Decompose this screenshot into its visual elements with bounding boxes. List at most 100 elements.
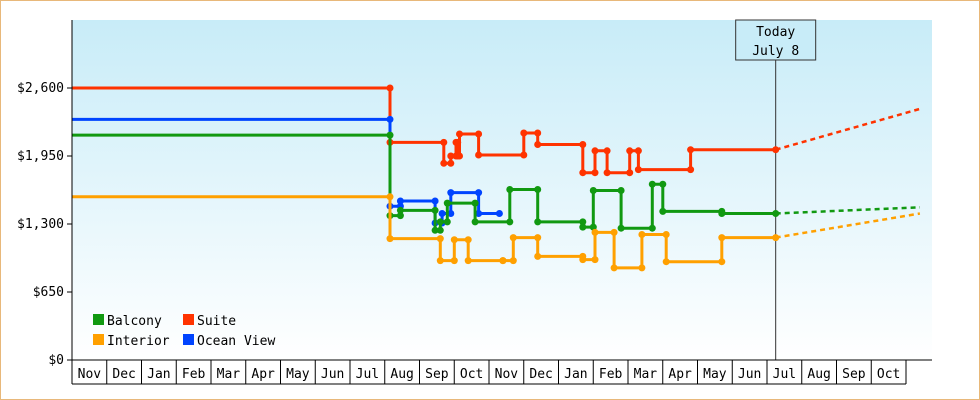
series-point xyxy=(464,257,472,265)
legend-swatch xyxy=(93,314,104,325)
x-tick-label: Jan xyxy=(147,367,170,382)
series-point xyxy=(610,264,618,272)
x-tick-label: Oct xyxy=(460,367,483,382)
series-point xyxy=(659,180,667,188)
series-point xyxy=(648,180,656,188)
x-tick-label: Dec xyxy=(529,367,552,382)
series-point xyxy=(579,141,587,148)
series-point xyxy=(603,147,611,155)
series-point xyxy=(591,256,599,264)
series-point xyxy=(589,223,597,231)
series-point xyxy=(436,235,444,243)
series-point xyxy=(386,235,394,243)
series-point xyxy=(475,189,483,197)
x-tick-label: Mar xyxy=(217,367,241,382)
today-marker: Today July 8 xyxy=(735,19,817,360)
series-point xyxy=(772,146,780,154)
series-point xyxy=(386,115,394,123)
x-tick-label: Nov xyxy=(495,367,519,382)
series-point xyxy=(450,257,458,265)
series-point xyxy=(436,218,444,226)
series-point xyxy=(456,152,463,160)
series-point xyxy=(438,210,446,217)
x-tick-label: Sep xyxy=(425,367,449,382)
legend-label: Ocean View xyxy=(197,334,275,349)
legend-label: Interior xyxy=(107,334,170,349)
series-point xyxy=(447,159,455,167)
series-layer xyxy=(72,84,921,272)
x-tick-label: Oct xyxy=(877,367,900,382)
series-point xyxy=(534,252,542,260)
series-point xyxy=(447,152,455,160)
series-point xyxy=(634,147,642,155)
series-point xyxy=(475,210,483,217)
y-tick-label: $1,950 xyxy=(17,149,64,164)
series-point xyxy=(475,151,483,159)
legend-swatch xyxy=(93,334,104,345)
axes-layer: $0 $650 $1,300 $1,950 $2,600 Nov Dec Jan Feb Mar A… xyxy=(17,20,932,385)
legend-label: Suite xyxy=(197,314,236,329)
series-point xyxy=(386,84,394,92)
series-point xyxy=(464,236,472,244)
series-point xyxy=(396,197,404,205)
today-box xyxy=(735,19,817,61)
series-point xyxy=(648,224,656,232)
series-point xyxy=(431,197,439,205)
series-point xyxy=(534,141,542,148)
series-point xyxy=(520,129,528,137)
series-point xyxy=(626,169,634,177)
series-point xyxy=(718,258,726,266)
series-point xyxy=(447,210,455,217)
series-point xyxy=(662,258,670,266)
plot-area xyxy=(72,20,932,360)
series-point xyxy=(436,226,444,234)
legend-swatch xyxy=(183,314,194,325)
series-point xyxy=(495,210,503,217)
series-point xyxy=(626,147,634,155)
series-point xyxy=(772,210,780,217)
x-tick-label: Apr xyxy=(668,367,692,382)
legend-swatch xyxy=(183,334,194,345)
series-point xyxy=(662,231,670,238)
series-point xyxy=(534,186,542,193)
series-projection xyxy=(775,206,920,215)
series-point xyxy=(617,224,625,232)
series-point xyxy=(440,159,448,167)
series-point xyxy=(659,207,667,215)
series-point xyxy=(579,169,587,177)
today-label: Today xyxy=(756,25,795,40)
x-tick-label: Nov xyxy=(78,367,102,382)
x-tick-label: Feb xyxy=(182,367,206,382)
series-point xyxy=(431,206,439,214)
x-tick-label: Feb xyxy=(599,367,623,382)
y-tick-label: $1,300 xyxy=(17,217,64,232)
series-point xyxy=(436,257,444,265)
today-date: July 8 xyxy=(752,44,799,59)
series-point xyxy=(475,130,483,138)
series-point xyxy=(772,234,780,242)
series-point xyxy=(471,199,479,207)
series-point xyxy=(591,147,599,155)
series-point xyxy=(534,129,542,137)
series-point xyxy=(579,218,587,226)
series-point xyxy=(440,138,448,146)
series-point xyxy=(506,218,514,226)
x-tick-label: Aug xyxy=(807,367,830,382)
series-point xyxy=(396,212,404,220)
series-point xyxy=(591,228,599,236)
series-point xyxy=(443,199,451,207)
series-point xyxy=(638,231,646,238)
series-point xyxy=(386,131,394,139)
x-tick-label: Jun xyxy=(738,367,761,382)
y-tick-label: $2,600 xyxy=(17,81,64,96)
series-point xyxy=(396,206,404,214)
x-tick-label: May xyxy=(286,367,310,382)
series-point xyxy=(499,257,507,265)
series-point xyxy=(450,236,458,244)
x-tick-label: Jul xyxy=(773,367,796,382)
x-tick-label: Dec xyxy=(112,367,135,382)
series-point xyxy=(617,187,625,194)
series-point xyxy=(456,130,463,138)
series-point xyxy=(579,256,587,264)
legend: Balcony Suite Interior Ocean View xyxy=(93,314,275,349)
